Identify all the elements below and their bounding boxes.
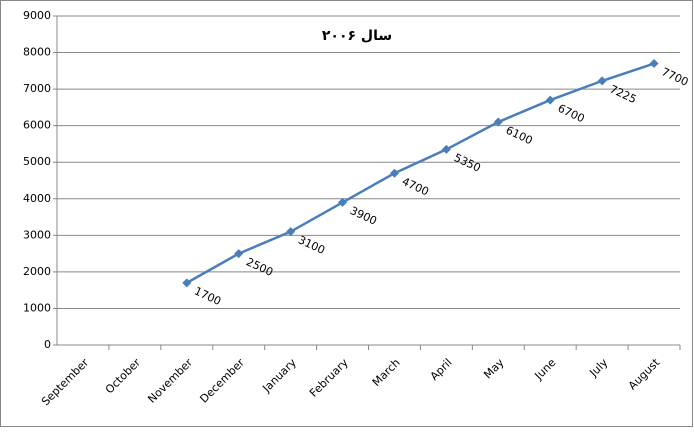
y-tick-label: 1000 — [23, 301, 51, 314]
marker — [389, 168, 399, 178]
y-tick-label: 5000 — [23, 155, 51, 168]
y-tick-label: 4000 — [23, 192, 51, 205]
marker — [441, 144, 451, 154]
marker — [597, 76, 607, 86]
y-tick-label: 8000 — [23, 46, 51, 59]
y-tick-label: 2000 — [23, 265, 51, 278]
line — [186, 62, 655, 284]
chart-title: سال ۲۰۰۶ — [322, 28, 392, 44]
y-tick-label: 3000 — [23, 228, 51, 241]
marker — [545, 95, 555, 105]
marker — [234, 249, 244, 259]
marker — [338, 197, 348, 207]
marker — [649, 59, 659, 69]
y-tick-label: 9000 — [23, 9, 51, 22]
marker — [286, 227, 296, 237]
y-tick-label: 6000 — [23, 119, 51, 132]
y-tick-label: 0 — [44, 338, 51, 351]
marker — [182, 278, 192, 288]
y-tick-label: 7000 — [23, 82, 51, 95]
marker — [493, 117, 503, 127]
